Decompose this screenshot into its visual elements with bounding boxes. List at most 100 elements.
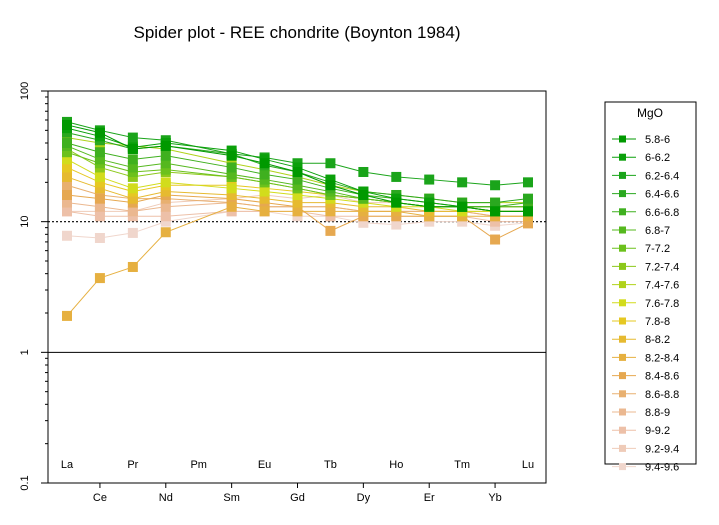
legend-marker xyxy=(619,317,626,325)
series xyxy=(62,119,533,217)
data-point xyxy=(292,180,303,191)
data-point xyxy=(490,197,501,208)
data-point xyxy=(62,189,72,200)
legend-label: 6.6-6.8 xyxy=(645,207,679,219)
data-point xyxy=(226,162,237,173)
data-point xyxy=(62,162,72,173)
x-tick-label: Ce xyxy=(93,492,107,504)
data-point xyxy=(62,180,72,191)
legend-marker xyxy=(619,335,626,343)
data-point xyxy=(325,158,336,169)
legend-marker xyxy=(619,299,626,307)
data-point xyxy=(259,169,270,180)
plot-frame xyxy=(47,90,547,484)
data-point xyxy=(292,206,303,217)
legend-item: 9.4-9.6 xyxy=(612,462,679,474)
data-point xyxy=(127,227,138,238)
legend-item: 5.8-6 xyxy=(612,134,670,146)
series-line xyxy=(66,176,528,212)
legend-marker xyxy=(619,408,626,416)
data-point xyxy=(62,171,72,182)
x-tick-label: Ho xyxy=(389,459,403,471)
legend-label: 8.8-9 xyxy=(645,407,670,419)
data-point xyxy=(160,216,171,227)
data-point xyxy=(127,261,138,272)
legend-marker xyxy=(619,135,626,143)
data-point xyxy=(160,140,171,151)
data-point xyxy=(424,201,435,212)
series-line xyxy=(66,127,528,212)
legend-item: 7-7.2 xyxy=(612,243,670,255)
data-point xyxy=(127,162,138,173)
legend-label: 6.2-6.4 xyxy=(645,170,679,182)
data-point xyxy=(457,216,468,227)
data-point xyxy=(62,197,72,208)
series-line xyxy=(66,121,529,186)
legend-label: 7.6-7.8 xyxy=(645,298,679,310)
legend-item: 8.6-8.8 xyxy=(612,389,679,401)
legend-label: 9.4-9.6 xyxy=(645,462,679,474)
data-point xyxy=(94,154,105,165)
data-point xyxy=(490,234,501,245)
series-line xyxy=(66,206,528,317)
legend-marker xyxy=(619,244,626,252)
data-point xyxy=(226,145,237,156)
data-point xyxy=(94,193,105,204)
legend-marker xyxy=(619,353,626,361)
data-point xyxy=(292,189,303,200)
x-tick-label: Yb xyxy=(488,492,501,504)
legend-marker xyxy=(619,390,626,398)
data-point xyxy=(325,225,336,236)
data-point xyxy=(62,147,72,158)
data-point xyxy=(259,158,270,169)
x-tick-label: Er xyxy=(424,492,435,504)
legend-marker xyxy=(619,171,626,179)
data-point xyxy=(62,230,72,241)
data-point xyxy=(62,137,72,148)
data-point xyxy=(523,206,533,217)
data-point xyxy=(391,171,402,182)
data-point xyxy=(424,216,435,227)
series-line xyxy=(66,124,528,212)
x-tick-label: Dy xyxy=(357,492,371,504)
series-line xyxy=(66,158,528,212)
x-axis: La Ce Pr Nd Pm Sm Eu Gd Tb Dy Ho Er Tm Yb Lu xyxy=(61,459,534,504)
legend-label: 6.4-6.6 xyxy=(645,189,679,201)
data-point xyxy=(127,143,138,154)
data-point xyxy=(325,180,336,191)
data-point xyxy=(160,201,171,212)
data-point xyxy=(424,174,435,185)
data-point xyxy=(292,166,303,177)
data-point xyxy=(226,201,237,212)
y-axis: 0.1 1 10 100 xyxy=(19,82,48,491)
data-point xyxy=(160,186,171,197)
x-tick-label: Pr xyxy=(127,459,138,471)
data-point xyxy=(160,150,171,161)
data-point xyxy=(160,211,171,222)
legend-label: 6.8-7 xyxy=(645,225,670,237)
y-tick-label: 0.1 xyxy=(19,475,31,490)
data-point xyxy=(226,183,237,194)
data-point xyxy=(292,174,303,185)
legend-item: 6.4-6.6 xyxy=(612,189,679,201)
data-point xyxy=(94,127,105,138)
legend-marker xyxy=(619,153,626,161)
x-tick-label: Nd xyxy=(159,492,173,504)
legend-label: 9-9.2 xyxy=(645,425,670,437)
chart-title: Spider plot - REE chondrite (Boynton 198… xyxy=(134,23,461,42)
legend-marker xyxy=(619,226,626,234)
legend-marker xyxy=(619,426,626,434)
data-point xyxy=(325,174,336,185)
x-tick-label: Lu xyxy=(522,459,534,471)
reference-lines xyxy=(48,221,546,353)
data-point xyxy=(490,206,501,217)
legend-marker xyxy=(619,463,626,471)
legend-item: 7.6-7.8 xyxy=(612,298,679,310)
x-tick-label: Gd xyxy=(290,492,305,504)
data-point xyxy=(160,227,171,238)
legend-item: 8.4-8.6 xyxy=(612,371,679,383)
data-point xyxy=(127,132,138,143)
legend-marker xyxy=(619,190,626,198)
data-point xyxy=(62,154,72,165)
data-point xyxy=(226,169,237,180)
